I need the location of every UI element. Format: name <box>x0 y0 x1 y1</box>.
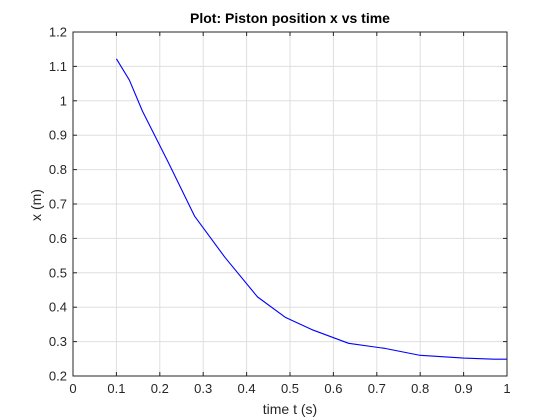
x-tick-label: 0.8 <box>411 381 429 396</box>
y-tick-label: 1.2 <box>49 25 67 40</box>
y-axis-label: x (m) <box>28 189 44 221</box>
x-axis-label: time t (s) <box>263 401 317 417</box>
x-tick-label: 0.3 <box>194 381 212 396</box>
y-tick-label: 0.5 <box>49 265 67 280</box>
y-tick-label: 0.9 <box>49 128 67 143</box>
x-tick-label: 0.5 <box>281 381 299 396</box>
y-tick-label: 1.1 <box>49 59 67 74</box>
chart-title: Plot: Piston position x vs time <box>190 10 390 26</box>
y-tick-label: 0.2 <box>49 369 67 384</box>
series-line <box>115 58 507 360</box>
x-tick-label: 0.1 <box>107 381 125 396</box>
tick-labels: 0 0.1 0.2 0.3 0.4 0.5 0.6 0.7 0.8 0.9 1 0.2 0.3 0.4 0.… <box>49 25 511 397</box>
series-layer <box>115 58 507 360</box>
y-tick-label: 0.4 <box>49 300 67 315</box>
axes-box <box>72 31 508 377</box>
x-tick-label: 0.9 <box>455 381 473 396</box>
y-tick-label: 0.7 <box>49 197 67 212</box>
y-tick-label: 1 <box>60 93 67 108</box>
y-tick-label: 0.6 <box>49 231 67 246</box>
x-tick-label: 0.4 <box>238 381 256 396</box>
x-tick-label: 0.2 <box>151 381 169 396</box>
axes <box>72 31 508 377</box>
x-tick-label: 1 <box>503 381 510 396</box>
y-tick-label: 0.8 <box>49 162 67 177</box>
x-tick-label: 0 <box>69 381 76 396</box>
x-tick-label: 0.6 <box>324 381 342 396</box>
x-tick-label: 0.7 <box>368 381 386 396</box>
y-tick-label: 0.3 <box>49 334 67 349</box>
